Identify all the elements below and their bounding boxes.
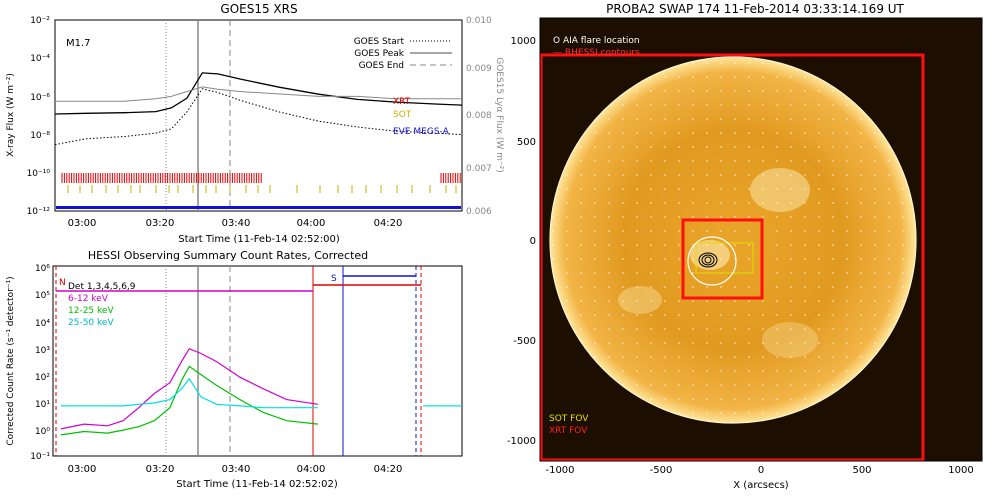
aia-flare-location-circle (687, 236, 737, 286)
sun-xtick-3: 500 (852, 465, 871, 476)
hessi-legend-25-50: 25-50 keV (68, 318, 114, 328)
hessi-legend: Det 1,3,4,5,6,9 6-12 keV 12-25 keV 25-50… (68, 282, 136, 328)
goes-xtick-2: 03:40 (222, 218, 251, 229)
hessi-saa-marker: S (331, 274, 337, 284)
goes-xtick-1: 03:20 (146, 218, 175, 229)
sun-ytick-0: 1000 (511, 36, 536, 47)
hessi-xtick-2: 03:40 (222, 464, 251, 475)
goes-ytick-2: 10⁻⁸ (30, 131, 50, 141)
hessi-xtick-3: 04:00 (297, 464, 326, 475)
sun-plot-frame (539, 17, 983, 462)
hessi-ytick-0: 10⁻¹ (30, 452, 50, 462)
goes-yrtick-4: 0.010 (466, 16, 492, 26)
hessi-legend-det: Det 1,3,4,5,6,9 (68, 282, 136, 292)
hessi-ytick-5: 10⁴ (35, 319, 50, 329)
goes-xrs-long-series (54, 72, 463, 115)
sot-coverage-marks (67, 185, 457, 193)
hessi-x-ticks: 03:00 03:20 03:40 04:00 04:20 (68, 464, 403, 475)
goes-flare-class: M1.7 (66, 38, 91, 49)
sun-xtick-1: -500 (650, 465, 673, 476)
hessi-xtick-4: 04:20 (374, 464, 403, 475)
sun-x-ticks: -1000 -500 0 500 1000 (545, 465, 973, 476)
goes-ytick-0: 10⁻¹² (27, 207, 51, 217)
sun-legend-rhessi: — RHESSI contours (553, 48, 640, 58)
goes-plot-frame (54, 19, 463, 212)
xrt-coverage-marks (61, 173, 461, 183)
goes-yrtick-1: 0.007 (466, 164, 492, 174)
goes-label-sot: SOT (393, 110, 412, 120)
sun-grid (551, 58, 915, 422)
goes-x-axis-label: Start Time (11-Feb-14 02:52:00) (178, 234, 340, 245)
hessi-ytick-2: 10¹ (35, 400, 50, 410)
goes-xrs-short-series (54, 88, 463, 146)
sun-y-ticks: 1000 500 0 -500 -1000 (507, 36, 536, 447)
xrt-fov-box-small (681, 218, 764, 300)
hessi-title: HESSI Observing Summary Count Rates, Cor… (88, 249, 368, 262)
sun-legend-sot: SOT FOV (549, 414, 589, 424)
goes-yrtick-0: 0.006 (466, 207, 492, 217)
sun-xtick-0: -1000 (545, 465, 574, 476)
goes-y-right-axis-label: GOES15 Lyα Flux (W m⁻²) (494, 57, 504, 173)
hessi-x-axis-label: Start Time (11-Feb-14 02:52:02) (176, 479, 338, 490)
sun-legend-aia: O AIA flare location (553, 36, 640, 46)
goes-title: GOES15 XRS (220, 2, 297, 16)
sun-xtick-2: 0 (758, 465, 764, 476)
goes-legend: GOES Start GOES Peak GOES End (354, 37, 452, 71)
goes-y-right-ticks: 0.006 0.007 0.008 0.009 0.010 (466, 16, 492, 217)
hessi-y-ticks: 10⁻¹ 10⁰ 10¹ 10² 10³ 10⁴ 10⁵ 10⁶ (30, 264, 50, 462)
eve-coverage-bar (56, 206, 461, 209)
sun-active-region-3 (618, 286, 662, 314)
hessi-legend-12-25: 12-25 keV (68, 306, 114, 316)
goes-xtick-0: 03:00 (68, 218, 97, 229)
hessi-ytick-1: 10⁰ (35, 427, 50, 437)
goes-label-xrt: XRT (393, 97, 411, 107)
goes-panel: GOES15 XRS M1.7 X-ray Flux (W m⁻²) GOES1… (6, 2, 504, 245)
sun-active-region-4 (762, 322, 818, 358)
goes-ytick-5: 10⁻² (30, 16, 50, 26)
xrt-fov-box-large (539, 53, 925, 462)
sun-active-region-1 (750, 168, 810, 212)
goes-legend-end: GOES End (359, 61, 404, 71)
hessi-plot-frame (52, 265, 463, 457)
goes-y-ticks: 10⁻¹² 10⁻¹⁰ 10⁻⁸ 10⁻⁶ 10⁻⁴ 10⁻² (27, 16, 51, 217)
hessi-xtick-1: 03:20 (146, 464, 175, 475)
goes-y-axis-label: X-ray Flux (W m⁻²) (6, 73, 16, 157)
sun-x-axis-label: X (arcsecs) (733, 480, 789, 491)
hessi-25-50kev-series (60, 377, 318, 409)
sun-ytick-4: -1000 (507, 436, 536, 447)
sun-ytick-1: 500 (517, 137, 536, 148)
hessi-night-marker: N (59, 278, 66, 288)
hessi-panel: HESSI Observing Summary Count Rates, Cor… (6, 249, 463, 490)
goes-x-ticks: 03:00 03:20 03:40 04:00 04:20 (68, 218, 403, 229)
goes-xtick-3: 04:00 (297, 218, 326, 229)
hessi-ytick-7: 10⁶ (35, 264, 50, 274)
goes-yrtick-3: 0.009 (466, 64, 492, 74)
hessi-6-12kev-series (60, 347, 318, 430)
goes-yrtick-2: 0.008 (466, 111, 492, 121)
goes-lya-series (55, 86, 462, 102)
hessi-legend-6-12: 6-12 keV (68, 294, 109, 304)
hessi-xtick-0: 03:00 (68, 464, 97, 475)
sun-panel: PROBA2 SWAP 174 11-Feb-2014 03:33:14.169… (507, 2, 983, 491)
goes-ytick-1: 10⁻¹⁰ (27, 169, 51, 179)
sot-fov-box (695, 242, 754, 274)
sun-xtick-4: 1000 (948, 465, 973, 476)
hessi-ytick-3: 10² (35, 373, 50, 383)
goes-xtick-4: 04:20 (374, 218, 403, 229)
hessi-ytick-4: 10³ (35, 346, 50, 356)
rhessi-contours (698, 252, 718, 268)
goes-ytick-3: 10⁻⁶ (30, 93, 50, 103)
hessi-12-25kev-series (60, 365, 318, 436)
goes-legend-start: GOES Start (354, 37, 405, 47)
hessi-y-axis-label: Corrected Count Rate (s⁻¹ detector⁻¹) (6, 276, 16, 445)
sun-ytick-2: 0 (530, 236, 536, 247)
goes-legend-peak: GOES Peak (354, 49, 404, 59)
sun-ytick-3: -500 (513, 336, 536, 347)
goes-label-eve: EVE MEGS-A (393, 127, 450, 137)
hessi-ytick-6: 10⁵ (35, 291, 50, 301)
sun-title: PROBA2 SWAP 174 11-Feb-2014 03:33:14.169… (606, 2, 904, 16)
goes-ytick-4: 10⁻⁴ (30, 54, 50, 64)
sun-legend-xrt: XRT FOV (549, 426, 588, 436)
